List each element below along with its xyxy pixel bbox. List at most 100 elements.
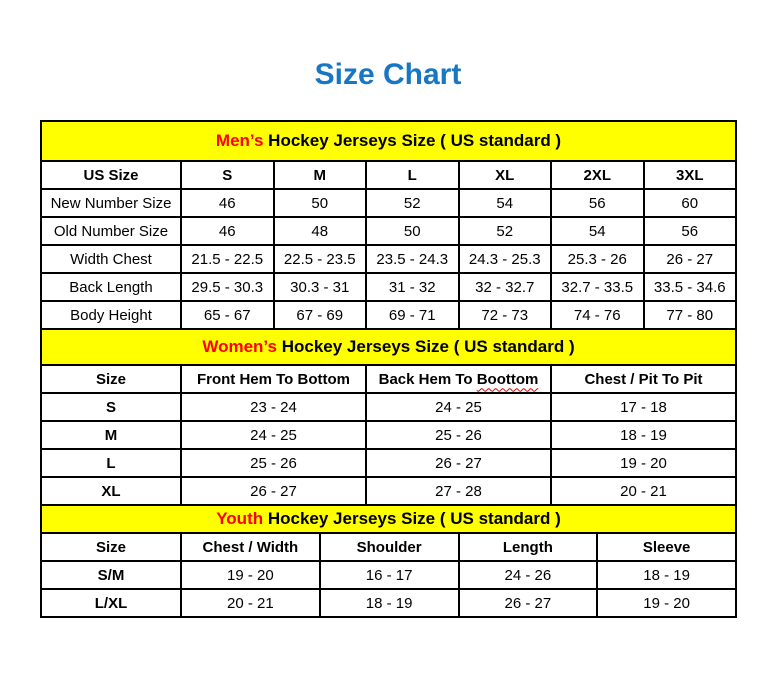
size-cell: 25 - 26 [365,420,552,450]
mens-section-band: Men’s Hockey Jerseys Size ( US standard … [40,120,737,162]
mens-data-row: New Number Size 46 50 52 54 56 60 [40,188,737,218]
mens-header-row: US Size S M L XL 2XL 3XL [40,160,737,190]
womens-column-header: Size [40,364,182,394]
youth-section-band: Youth Hockey Jerseys Size ( US standard … [40,504,737,534]
size-cell: 52 [365,188,460,218]
size-cell: 72 - 73 [457,300,552,330]
youth-column-header: Chest / Width [180,532,321,562]
size-cell: 24 - 26 [457,560,599,590]
size-chart-table: Men’s Hockey Jerseys Size ( US standard … [40,120,737,618]
womens-column-header: Front Hem To Bottom [180,364,367,394]
womens-column-header: Chest / Pit To Pit [550,364,737,394]
youth-title-highlight: Youth [216,509,264,528]
size-cell: 32.7 - 33.5 [550,272,645,302]
row-label: L/XL [40,588,182,618]
size-cell: 48 [272,216,367,246]
size-cell: 50 [272,188,367,218]
size-cell: 60 [642,188,737,218]
size-cell: 65 - 67 [180,300,275,330]
size-cell: 46 [180,188,275,218]
size-cell: 18 - 19 [318,588,460,618]
mens-data-row: Body Height 65 - 67 67 - 69 69 - 71 72 -… [40,300,737,330]
size-cell: 22.5 - 23.5 [272,244,367,274]
womens-section-title: Women’s Hockey Jerseys Size ( US standar… [40,328,737,366]
size-cell: 56 [550,188,645,218]
size-cell: 16 - 17 [318,560,460,590]
row-label: M [40,420,182,450]
youth-column-header: Sleeve [596,532,737,562]
size-cell: 29.5 - 30.3 [180,272,275,302]
womens-header-row: Size Front Hem To Bottom Back Hem To Boo… [40,364,737,394]
youth-header-row: Size Chest / Width Shoulder Length Sleev… [40,532,737,562]
size-cell: 24 - 25 [365,392,552,422]
size-cell: 20 - 21 [180,588,321,618]
size-cell: 20 - 21 [550,476,737,506]
mens-column-header: M [272,160,367,190]
size-cell: 26 - 27 [457,588,599,618]
size-cell: 27 - 28 [365,476,552,506]
youth-column-header: Length [457,532,599,562]
youth-data-row: L/XL 20 - 21 18 - 19 26 - 27 19 - 20 [40,588,737,618]
womens-title-rest: Hockey Jerseys Size ( US standard ) [276,337,575,356]
misspelled-word: Boottom [476,370,539,388]
size-cell: 67 - 69 [272,300,367,330]
size-cell: 19 - 20 [180,560,321,590]
size-cell: 50 [365,216,460,246]
youth-data-row: S/M 19 - 20 16 - 17 24 - 26 18 - 19 [40,560,737,590]
youth-column-header: Shoulder [318,532,460,562]
youth-section-title: Youth Hockey Jerseys Size ( US standard … [40,504,737,534]
mens-data-row: Old Number Size 46 48 50 52 54 56 [40,216,737,246]
size-cell: 26 - 27 [180,476,367,506]
size-cell: 54 [550,216,645,246]
womens-section-band: Women’s Hockey Jerseys Size ( US standar… [40,328,737,366]
size-cell: 18 - 19 [596,560,737,590]
size-cell: 21.5 - 22.5 [180,244,275,274]
row-label: S [40,392,182,422]
size-cell: 25 - 26 [180,448,367,478]
size-cell: 17 - 18 [550,392,737,422]
size-cell: 77 - 80 [642,300,737,330]
page-title: Size Chart [314,58,462,91]
womens-data-row: M 24 - 25 25 - 26 18 - 19 [40,420,737,450]
size-cell: 26 - 27 [642,244,737,274]
youth-column-header: Size [40,532,182,562]
mens-data-row: Back Length 29.5 - 30.3 30.3 - 31 31 - 3… [40,272,737,302]
size-cell: 46 [180,216,275,246]
womens-data-row: L 25 - 26 26 - 27 19 - 20 [40,448,737,478]
row-label: L [40,448,182,478]
youth-title-rest: Hockey Jerseys Size ( US standard ) [263,509,561,528]
size-cell: 24.3 - 25.3 [457,244,552,274]
mens-column-header: 2XL [550,160,645,190]
size-cell: 74 - 76 [550,300,645,330]
size-cell: 33.5 - 34.6 [642,272,737,302]
row-label: Old Number Size [40,216,182,246]
mens-title-rest: Hockey Jerseys Size ( US standard ) [263,131,562,150]
size-cell: 24 - 25 [180,420,367,450]
womens-column-header-prefix: Back Hem To [378,370,477,388]
mens-section-title: Men’s Hockey Jerseys Size ( US standard … [40,120,737,162]
size-cell: 69 - 71 [365,300,460,330]
mens-column-header: US Size [40,160,182,190]
mens-column-header: XL [457,160,552,190]
size-cell: 18 - 19 [550,420,737,450]
row-label: Body Height [40,300,182,330]
row-label: New Number Size [40,188,182,218]
womens-title-highlight: Women’s [202,337,277,356]
womens-data-row: S 23 - 24 24 - 25 17 - 18 [40,392,737,422]
mens-column-header: 3XL [642,160,737,190]
row-label: Back Length [40,272,182,302]
size-cell: 52 [457,216,552,246]
size-cell: 30.3 - 31 [272,272,367,302]
row-label: XL [40,476,182,506]
size-cell: 26 - 27 [365,448,552,478]
row-label: S/M [40,560,182,590]
size-cell: 56 [642,216,737,246]
size-cell: 54 [457,188,552,218]
size-cell: 32 - 32.7 [457,272,552,302]
mens-title-highlight: Men’s [215,131,264,150]
size-cell: 25.3 - 26 [550,244,645,274]
size-cell: 19 - 20 [550,448,737,478]
mens-column-header: S [180,160,275,190]
size-cell: 23.5 - 24.3 [365,244,460,274]
womens-column-header: Back Hem To Boottom [365,364,552,394]
